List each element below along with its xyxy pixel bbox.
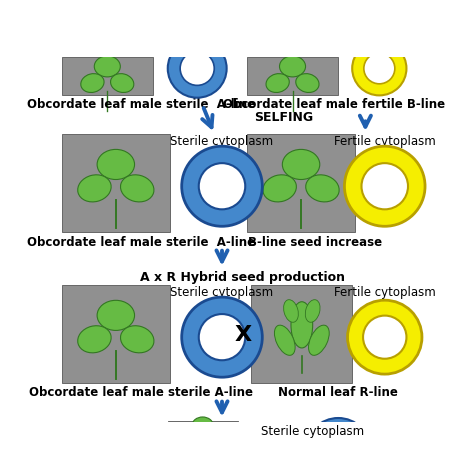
Bar: [251, 285, 352, 383]
Ellipse shape: [120, 175, 154, 202]
Ellipse shape: [205, 431, 224, 447]
Text: Normal leaf R-line: Normal leaf R-line: [278, 386, 398, 400]
Text: Obcordate leaf male fertile B-line: Obcordate leaf male fertile B-line: [223, 99, 446, 111]
Ellipse shape: [78, 326, 111, 353]
Text: Fertile cytoplasm: Fertile cytoplasm: [334, 136, 436, 148]
Ellipse shape: [280, 56, 306, 77]
Ellipse shape: [283, 300, 298, 322]
Ellipse shape: [283, 149, 320, 180]
Ellipse shape: [296, 73, 319, 92]
Text: SELFING: SELFING: [255, 111, 314, 124]
Circle shape: [182, 146, 262, 226]
Circle shape: [363, 316, 406, 359]
Text: Obcordate leaf male sterile A-line: Obcordate leaf male sterile A-line: [28, 386, 253, 400]
Text: frfrnn: frfrnn: [369, 181, 400, 191]
Circle shape: [180, 52, 214, 85]
Text: Fertile cytoplasm: Fertile cytoplasm: [334, 286, 436, 300]
Bar: [247, 134, 356, 232]
Bar: [247, 57, 338, 95]
Text: frfrnn: frfrnn: [207, 181, 237, 191]
Text: Sterile cytoplasm: Sterile cytoplasm: [171, 136, 273, 148]
Circle shape: [168, 39, 227, 98]
Circle shape: [182, 297, 262, 377]
Bar: [62, 134, 170, 232]
Ellipse shape: [181, 431, 200, 447]
Ellipse shape: [309, 325, 329, 356]
Ellipse shape: [120, 326, 154, 353]
Ellipse shape: [305, 300, 320, 322]
Ellipse shape: [263, 175, 296, 202]
Ellipse shape: [274, 325, 295, 356]
Circle shape: [199, 314, 245, 360]
Text: Sterile cytoplasm: Sterile cytoplasm: [261, 425, 364, 438]
Bar: [62, 57, 153, 95]
Text: Obcordate leaf male sterile  A-line: Obcordate leaf male sterile A-line: [27, 236, 255, 248]
Circle shape: [352, 42, 406, 95]
Ellipse shape: [266, 73, 289, 92]
Circle shape: [345, 146, 425, 226]
Bar: [62, 285, 170, 383]
Text: frfrnn: frfrnn: [207, 332, 237, 342]
Circle shape: [364, 53, 395, 84]
Ellipse shape: [97, 149, 135, 180]
Ellipse shape: [81, 73, 104, 92]
Bar: [168, 421, 237, 422]
Circle shape: [306, 418, 371, 474]
Ellipse shape: [78, 175, 111, 202]
Text: Sterile cytoplasm: Sterile cytoplasm: [171, 286, 273, 300]
Circle shape: [319, 432, 357, 469]
Text: Obcordate leaf male sterile  A-line: Obcordate leaf male sterile A-line: [27, 99, 255, 111]
Text: A x R Hybrid seed production: A x R Hybrid seed production: [140, 271, 346, 284]
Ellipse shape: [306, 175, 339, 202]
Ellipse shape: [94, 56, 120, 77]
Ellipse shape: [97, 301, 135, 330]
Circle shape: [362, 163, 408, 210]
Circle shape: [199, 163, 245, 210]
Ellipse shape: [110, 73, 134, 92]
Ellipse shape: [291, 302, 313, 348]
Text: B-line seed increase: B-line seed increase: [248, 236, 382, 248]
Text: X: X: [234, 325, 252, 345]
Text: FrFrNN: FrFrNN: [365, 332, 404, 342]
Circle shape: [347, 300, 422, 374]
Ellipse shape: [192, 417, 213, 434]
